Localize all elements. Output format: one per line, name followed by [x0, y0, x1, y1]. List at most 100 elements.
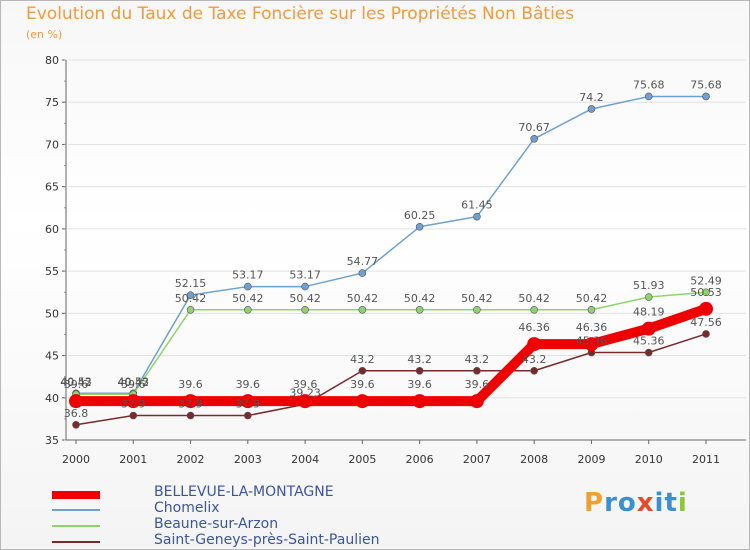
data-label: 37.9 [178, 398, 203, 411]
x-tick-label: 2010 [635, 453, 663, 466]
unit-label: (en %) [26, 28, 63, 41]
data-point [473, 305, 481, 314]
x-tick-label: 2004 [291, 453, 319, 466]
data-label: 39.6 [64, 378, 89, 391]
data-label: 39.6 [236, 378, 261, 391]
data-label: 43.2 [522, 353, 547, 366]
y-tick-label: 60 [45, 223, 59, 236]
data-label: 75.68 [690, 78, 722, 91]
data-point [473, 366, 481, 375]
series-line [76, 291, 707, 395]
data-label: 50.53 [690, 286, 722, 299]
data-point [186, 305, 195, 314]
data-point [587, 105, 596, 113]
data-label: 36.8 [64, 407, 89, 420]
legend-swatch-chomelix [52, 509, 100, 511]
data-label: 53.17 [232, 269, 264, 282]
y-tick-label: 45 [45, 350, 59, 363]
data-point [702, 288, 710, 297]
legend-swatch-bellevue [52, 491, 100, 499]
data-point [415, 222, 424, 231]
legend-swatch-beaune [52, 525, 100, 527]
x-tick-label: 2000 [62, 453, 90, 466]
data-point [644, 293, 653, 301]
data-label: 45.36 [633, 335, 665, 348]
data-point [415, 305, 424, 314]
data-label: 50.42 [576, 292, 608, 305]
data-label: 53.17 [289, 269, 321, 282]
data-point [186, 291, 195, 299]
data-label: 52.49 [690, 274, 722, 287]
data-point [72, 420, 80, 429]
y-tick-label: 40 [45, 392, 59, 405]
y-tick-label: 70 [45, 138, 59, 151]
data-point [584, 337, 599, 352]
data-label: 50.42 [404, 292, 436, 305]
data-point [530, 305, 538, 314]
data-label: 74.2 [579, 91, 604, 104]
data-point [641, 321, 656, 336]
data-label: 40.53 [118, 375, 150, 388]
legend-label: Chomelix [154, 500, 220, 516]
data-point [412, 394, 427, 409]
logo-letter: i [654, 488, 665, 518]
data-label: 39.6 [350, 378, 375, 391]
data-label: 50.42 [232, 292, 264, 305]
y-tick-label: 65 [45, 181, 59, 194]
data-point [301, 305, 309, 314]
data-label: 50.42 [175, 292, 207, 305]
data-point [244, 411, 252, 420]
data-label: 51.93 [633, 279, 665, 292]
data-label: 50.42 [289, 292, 321, 305]
logo-letter: P [584, 488, 605, 518]
data-label: 39.23 [289, 386, 321, 399]
data-point [702, 92, 710, 101]
data-point [473, 212, 481, 221]
data-label: 50.42 [518, 292, 550, 305]
data-label: 40.42 [118, 376, 150, 389]
data-label: 37.9 [121, 398, 146, 411]
y-tick-label: 75 [45, 96, 59, 109]
data-label: 50.42 [347, 292, 379, 305]
y-tick-label: 35 [45, 434, 59, 447]
logo-letter: o [617, 488, 637, 518]
data-point [358, 305, 367, 314]
data-point [244, 282, 252, 291]
data-label: 52.15 [175, 277, 207, 290]
data-point [358, 366, 367, 375]
data-point [244, 305, 252, 314]
data-label: 40.42 [60, 376, 92, 389]
data-label: 60.25 [404, 209, 436, 222]
data-label: 50.42 [461, 292, 493, 305]
data-label: 45.36 [576, 335, 608, 348]
legend-label: BELLEVUE-LA-MONTAGNE [154, 484, 334, 500]
data-point [126, 394, 141, 409]
logo-letter: x [636, 488, 655, 518]
logo-letter: r [604, 488, 618, 518]
logo-letter: i [677, 488, 688, 518]
x-tick-label: 2002 [177, 453, 205, 466]
legend-swatch-saint-geneys [52, 541, 100, 543]
data-label: 37.9 [236, 398, 261, 411]
x-tick-label: 2009 [577, 453, 605, 466]
x-tick-label: 2006 [406, 453, 434, 466]
data-label: 39.6 [178, 378, 203, 391]
data-point [527, 337, 542, 352]
data-label: 39.6 [121, 378, 146, 391]
data-label: 43.2 [465, 353, 490, 366]
data-label: 47.56 [690, 316, 722, 329]
proxiti-logo: Proxiti [584, 488, 688, 518]
series-line [76, 95, 706, 395]
data-point [240, 394, 255, 409]
data-point [702, 330, 710, 338]
series-line [76, 304, 708, 407]
x-tick-label: 2011 [692, 453, 720, 466]
data-point [644, 348, 653, 357]
data-label: 43.2 [350, 353, 375, 366]
x-tick-label: 2001 [119, 453, 147, 466]
data-point [186, 411, 195, 420]
data-label: 61.45 [461, 199, 493, 212]
data-label: 40.53 [60, 375, 92, 388]
data-point [469, 394, 484, 409]
